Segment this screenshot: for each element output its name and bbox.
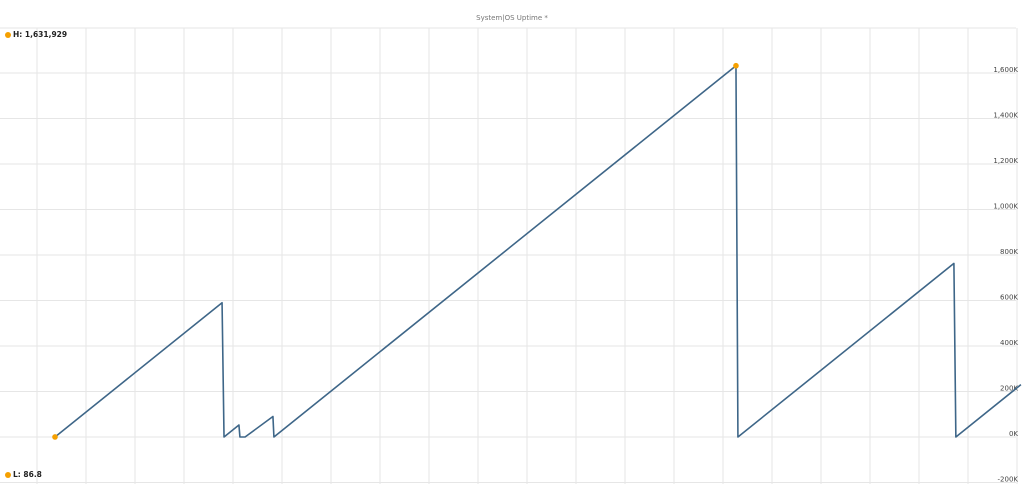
chart-title: System|OS Uptime * [476, 14, 548, 22]
high-marker-icon [5, 31, 11, 38]
y-tick-label: 1,000K [993, 203, 1018, 211]
y-tick-label: 1,400K [993, 112, 1018, 120]
high-label: H: 1,631,929 [13, 30, 68, 39]
low-label: L: 86.8 [13, 470, 42, 479]
series-line [54, 64, 1022, 438]
y-tick-label: 1,200K [993, 157, 1018, 165]
y-tick-label: 200K [1000, 385, 1018, 393]
y-tick-label: 0K [1009, 430, 1018, 438]
y-tick-label: 400K [1000, 339, 1018, 347]
low-marker-icon [5, 471, 11, 478]
y-tick-label: 600K [1000, 294, 1018, 302]
high-point-marker [733, 62, 739, 69]
y-tick-label: 800K [1000, 248, 1018, 256]
low-legend: L: 86.8 [5, 470, 42, 479]
low-point-marker [52, 434, 58, 440]
high-legend: H: 1,631,929 [5, 30, 67, 39]
y-tick-label: 1,600K [993, 66, 1018, 74]
y-tick-label: -200K [998, 476, 1019, 484]
